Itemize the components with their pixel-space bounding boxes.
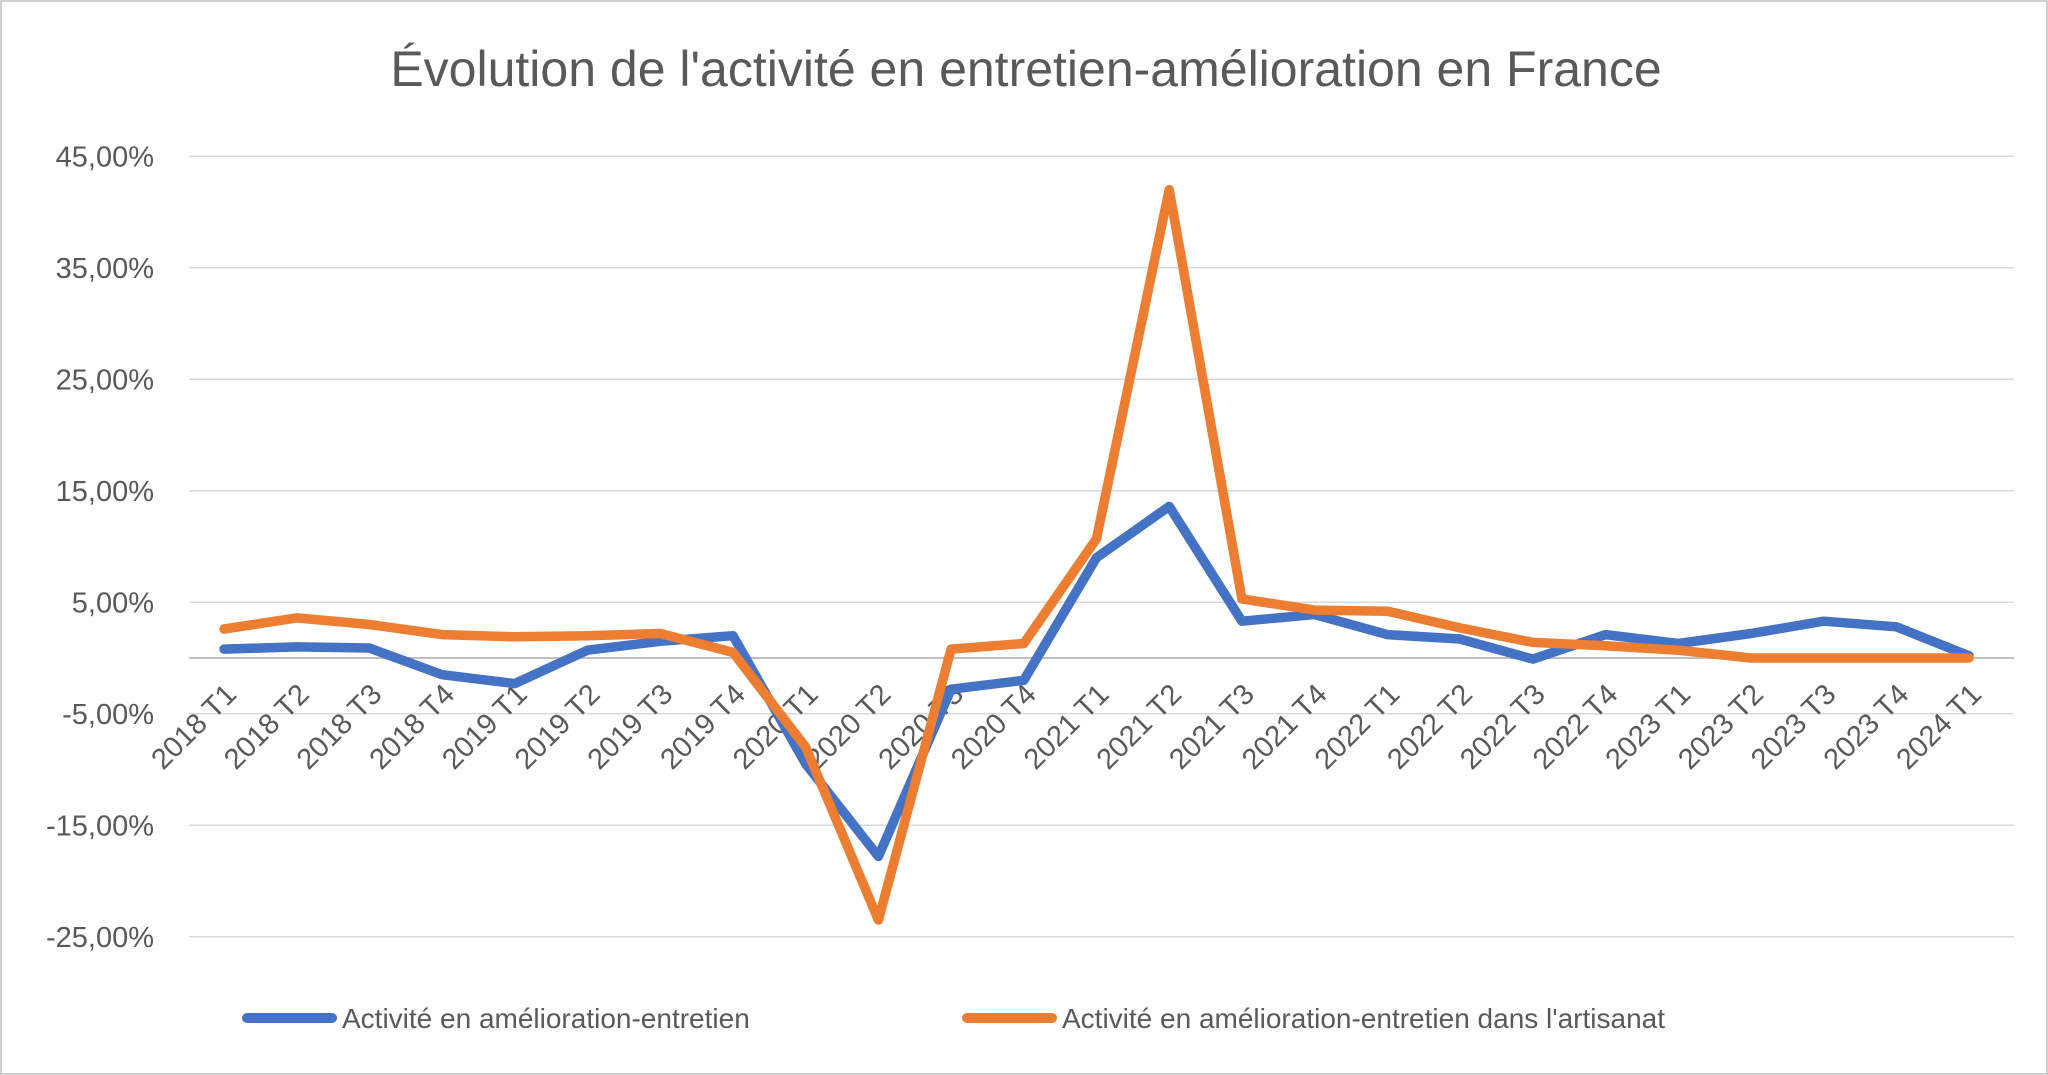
chart-title: Évolution de l'activité en entretien-amé…	[390, 41, 1661, 97]
legend: Activité en amélioration-entretien Activ…	[242, 1003, 1665, 1034]
y-axis-labels: 45,00% 35,00% 25,00% 15,00% 5,00% -5,00% -15,0…	[46, 141, 154, 954]
y-tick-label: -5,00%	[62, 699, 154, 731]
legend-label-activite-entretien: Activité en amélioration-entretien	[342, 1003, 750, 1034]
legend-label-activite-entretien-artisanat: Activité en amélioration-entretien dans …	[1062, 1003, 1665, 1034]
y-tick-label: 45,00%	[56, 141, 154, 173]
y-tick-label: 35,00%	[56, 253, 154, 285]
series-line-1	[219, 184, 1974, 925]
y-tick-label: 15,00%	[56, 476, 154, 508]
gridlines	[189, 155, 2014, 938]
series-lines	[219, 184, 1974, 925]
y-tick-label: 25,00%	[56, 364, 154, 396]
y-tick-label: -15,00%	[46, 810, 154, 842]
y-tick-label: 5,00%	[72, 587, 154, 619]
series-line-0	[219, 501, 1974, 862]
y-tick-label: -25,00%	[46, 922, 154, 954]
